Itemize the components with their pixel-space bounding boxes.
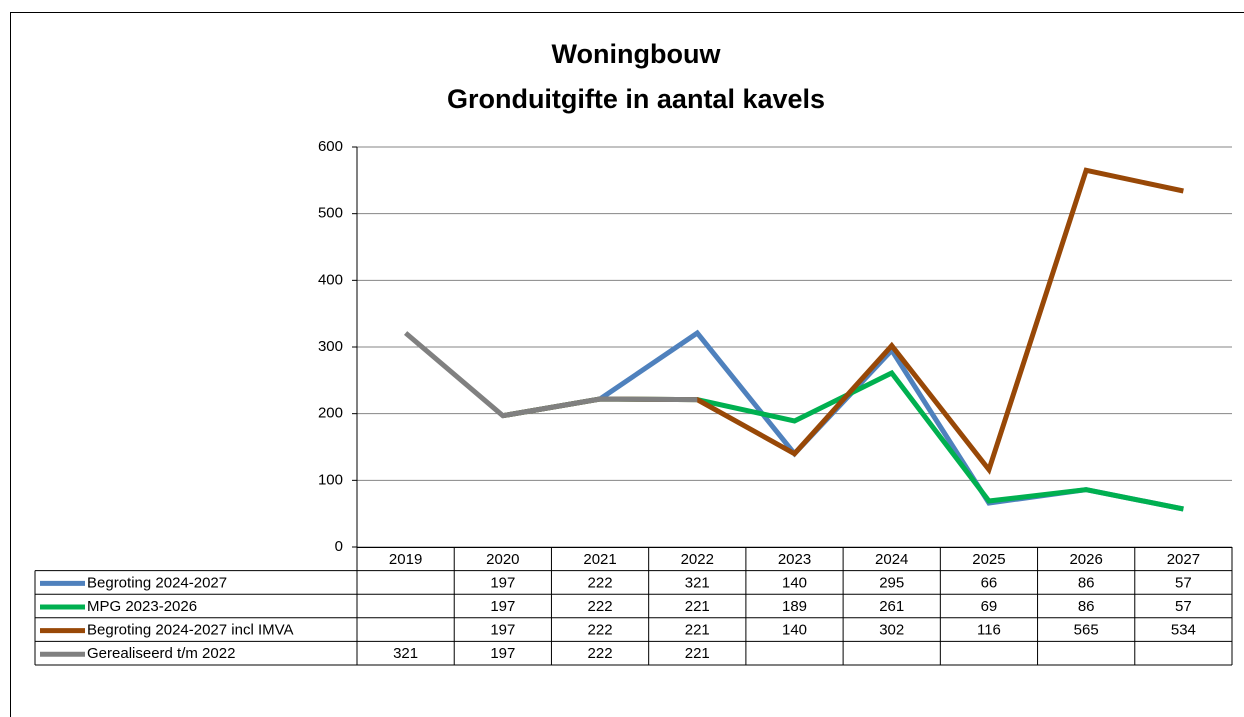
table-value: 321	[393, 645, 418, 662]
chart-title: Woningbouw	[552, 39, 722, 69]
series-line	[403, 331, 698, 419]
table-value: 302	[879, 622, 904, 639]
chart-border	[10, 12, 1244, 717]
legend-label: Gerealiseerd t/m 2022	[87, 645, 235, 662]
x-tick-label: 2024	[875, 551, 908, 568]
table-value: 57	[1175, 574, 1192, 591]
table-value: 321	[685, 574, 710, 591]
x-tick-label: 2023	[778, 551, 811, 568]
legend-label: Begroting 2024-2027 incl IMVA	[87, 622, 294, 639]
table-value: 295	[879, 574, 904, 591]
table-value: 86	[1078, 598, 1095, 615]
x-tick-label: 2025	[972, 551, 1005, 568]
table-value: 197	[490, 645, 515, 662]
table-value: 86	[1078, 574, 1095, 591]
table-value: 222	[588, 574, 613, 591]
table-value: 189	[782, 598, 807, 615]
y-tick-label: 500	[318, 205, 343, 222]
table-value: 69	[981, 598, 998, 615]
chart-title: Gronduitgifte in aantal kavels	[447, 84, 825, 114]
table-value: 261	[879, 598, 904, 615]
table-value: 140	[782, 574, 807, 591]
y-tick-label: 300	[318, 338, 343, 355]
x-tick-label: 2021	[583, 551, 616, 568]
x-tick-label: 2026	[1069, 551, 1102, 568]
y-tick-label: 400	[318, 271, 343, 288]
table-value: 140	[782, 622, 807, 639]
table-value: 116	[977, 622, 1001, 639]
table-value: 222	[588, 645, 613, 662]
table-value: 221	[685, 598, 710, 615]
table-value: 197	[490, 622, 515, 639]
table-value: 221	[685, 622, 710, 639]
y-tick-label: 100	[318, 471, 343, 488]
legend-label: Begroting 2024-2027	[87, 574, 227, 591]
table-value: 222	[588, 622, 613, 639]
x-tick-label: 2019	[389, 551, 422, 568]
table-value: 197	[490, 574, 515, 591]
legend-label: MPG 2023-2026	[87, 598, 197, 615]
table-value: 221	[685, 645, 710, 662]
x-tick-label: 2022	[681, 551, 714, 568]
x-tick-label: 2020	[486, 551, 519, 568]
table-value: 57	[1175, 598, 1192, 615]
x-tick-label: 2027	[1167, 551, 1200, 568]
y-tick-label: 0	[335, 538, 343, 555]
table-value: 565	[1074, 622, 1099, 639]
table-value: 222	[588, 598, 613, 615]
y-tick-label: 200	[318, 405, 343, 422]
y-tick-label: 600	[318, 138, 343, 155]
table-value: 66	[981, 574, 998, 591]
table-value: 534	[1171, 622, 1196, 639]
table-value: 197	[490, 598, 515, 615]
